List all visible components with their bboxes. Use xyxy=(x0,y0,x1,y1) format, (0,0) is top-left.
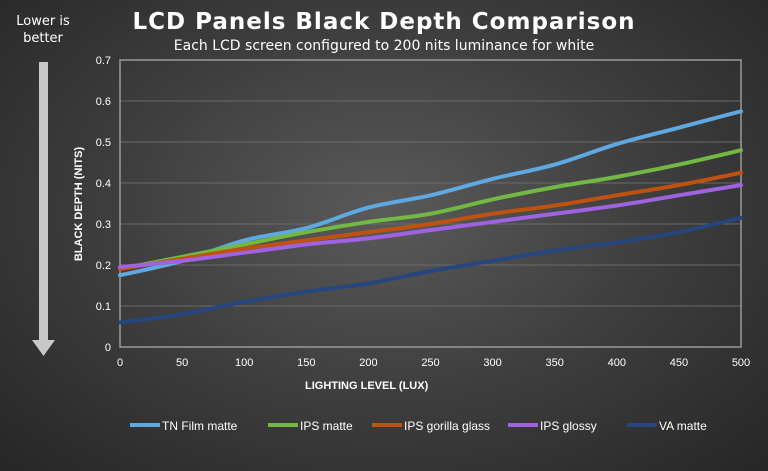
y-tick-label: 0.7 xyxy=(96,55,111,67)
legend-label: TN Film matte xyxy=(162,419,238,433)
legend-label: IPS gorilla glass xyxy=(404,419,490,433)
y-tick-label: 0.6 xyxy=(96,96,111,108)
y-tick-label: 0.5 xyxy=(96,137,111,149)
x-tick-label: 450 xyxy=(670,357,688,369)
series-line-va-matte xyxy=(118,215,743,325)
plot-area xyxy=(119,59,742,348)
x-tick-label: 500 xyxy=(732,357,750,369)
chart-subtitle: Each LCD screen configured to 200 nits l… xyxy=(173,38,595,54)
legend-label: VA matte xyxy=(659,419,707,433)
y-tick-label: 0.1 xyxy=(96,301,111,313)
x-tick-label: 150 xyxy=(297,357,315,369)
x-axis-label: LIGHTING LEVEL (LUX) xyxy=(305,380,429,392)
x-tick-label: 350 xyxy=(546,357,564,369)
lower-is-better-note: Lower is better xyxy=(16,14,70,46)
series-line-ips-gorilla-glass xyxy=(118,170,743,272)
legend-label: IPS matte xyxy=(300,419,353,433)
series-line-ips-matte xyxy=(118,148,743,272)
y-tick-label: 0.4 xyxy=(96,178,111,190)
x-tick-label: 400 xyxy=(608,357,626,369)
y-tick-label: 0 xyxy=(105,342,111,354)
y-axis-label: BLACK DEPTH (NITS) xyxy=(73,147,85,262)
legend-label: IPS glossy xyxy=(540,419,597,433)
y-tick-label: 0.2 xyxy=(96,260,111,272)
series-line-ips-glossy xyxy=(118,183,743,270)
x-tick-label: 0 xyxy=(117,357,123,369)
x-tick-label: 50 xyxy=(176,357,188,369)
x-tick-label: 300 xyxy=(483,357,501,369)
y-tick-label: 0.3 xyxy=(96,219,111,231)
down-arrow-icon xyxy=(32,62,55,356)
chart-title: LCD Panels Black Depth Comparison xyxy=(132,9,636,35)
series-line-tn-film-matte xyxy=(118,109,743,278)
x-tick-label: 200 xyxy=(359,357,377,369)
x-tick-label: 100 xyxy=(235,357,253,369)
x-tick-label: 250 xyxy=(421,357,439,369)
